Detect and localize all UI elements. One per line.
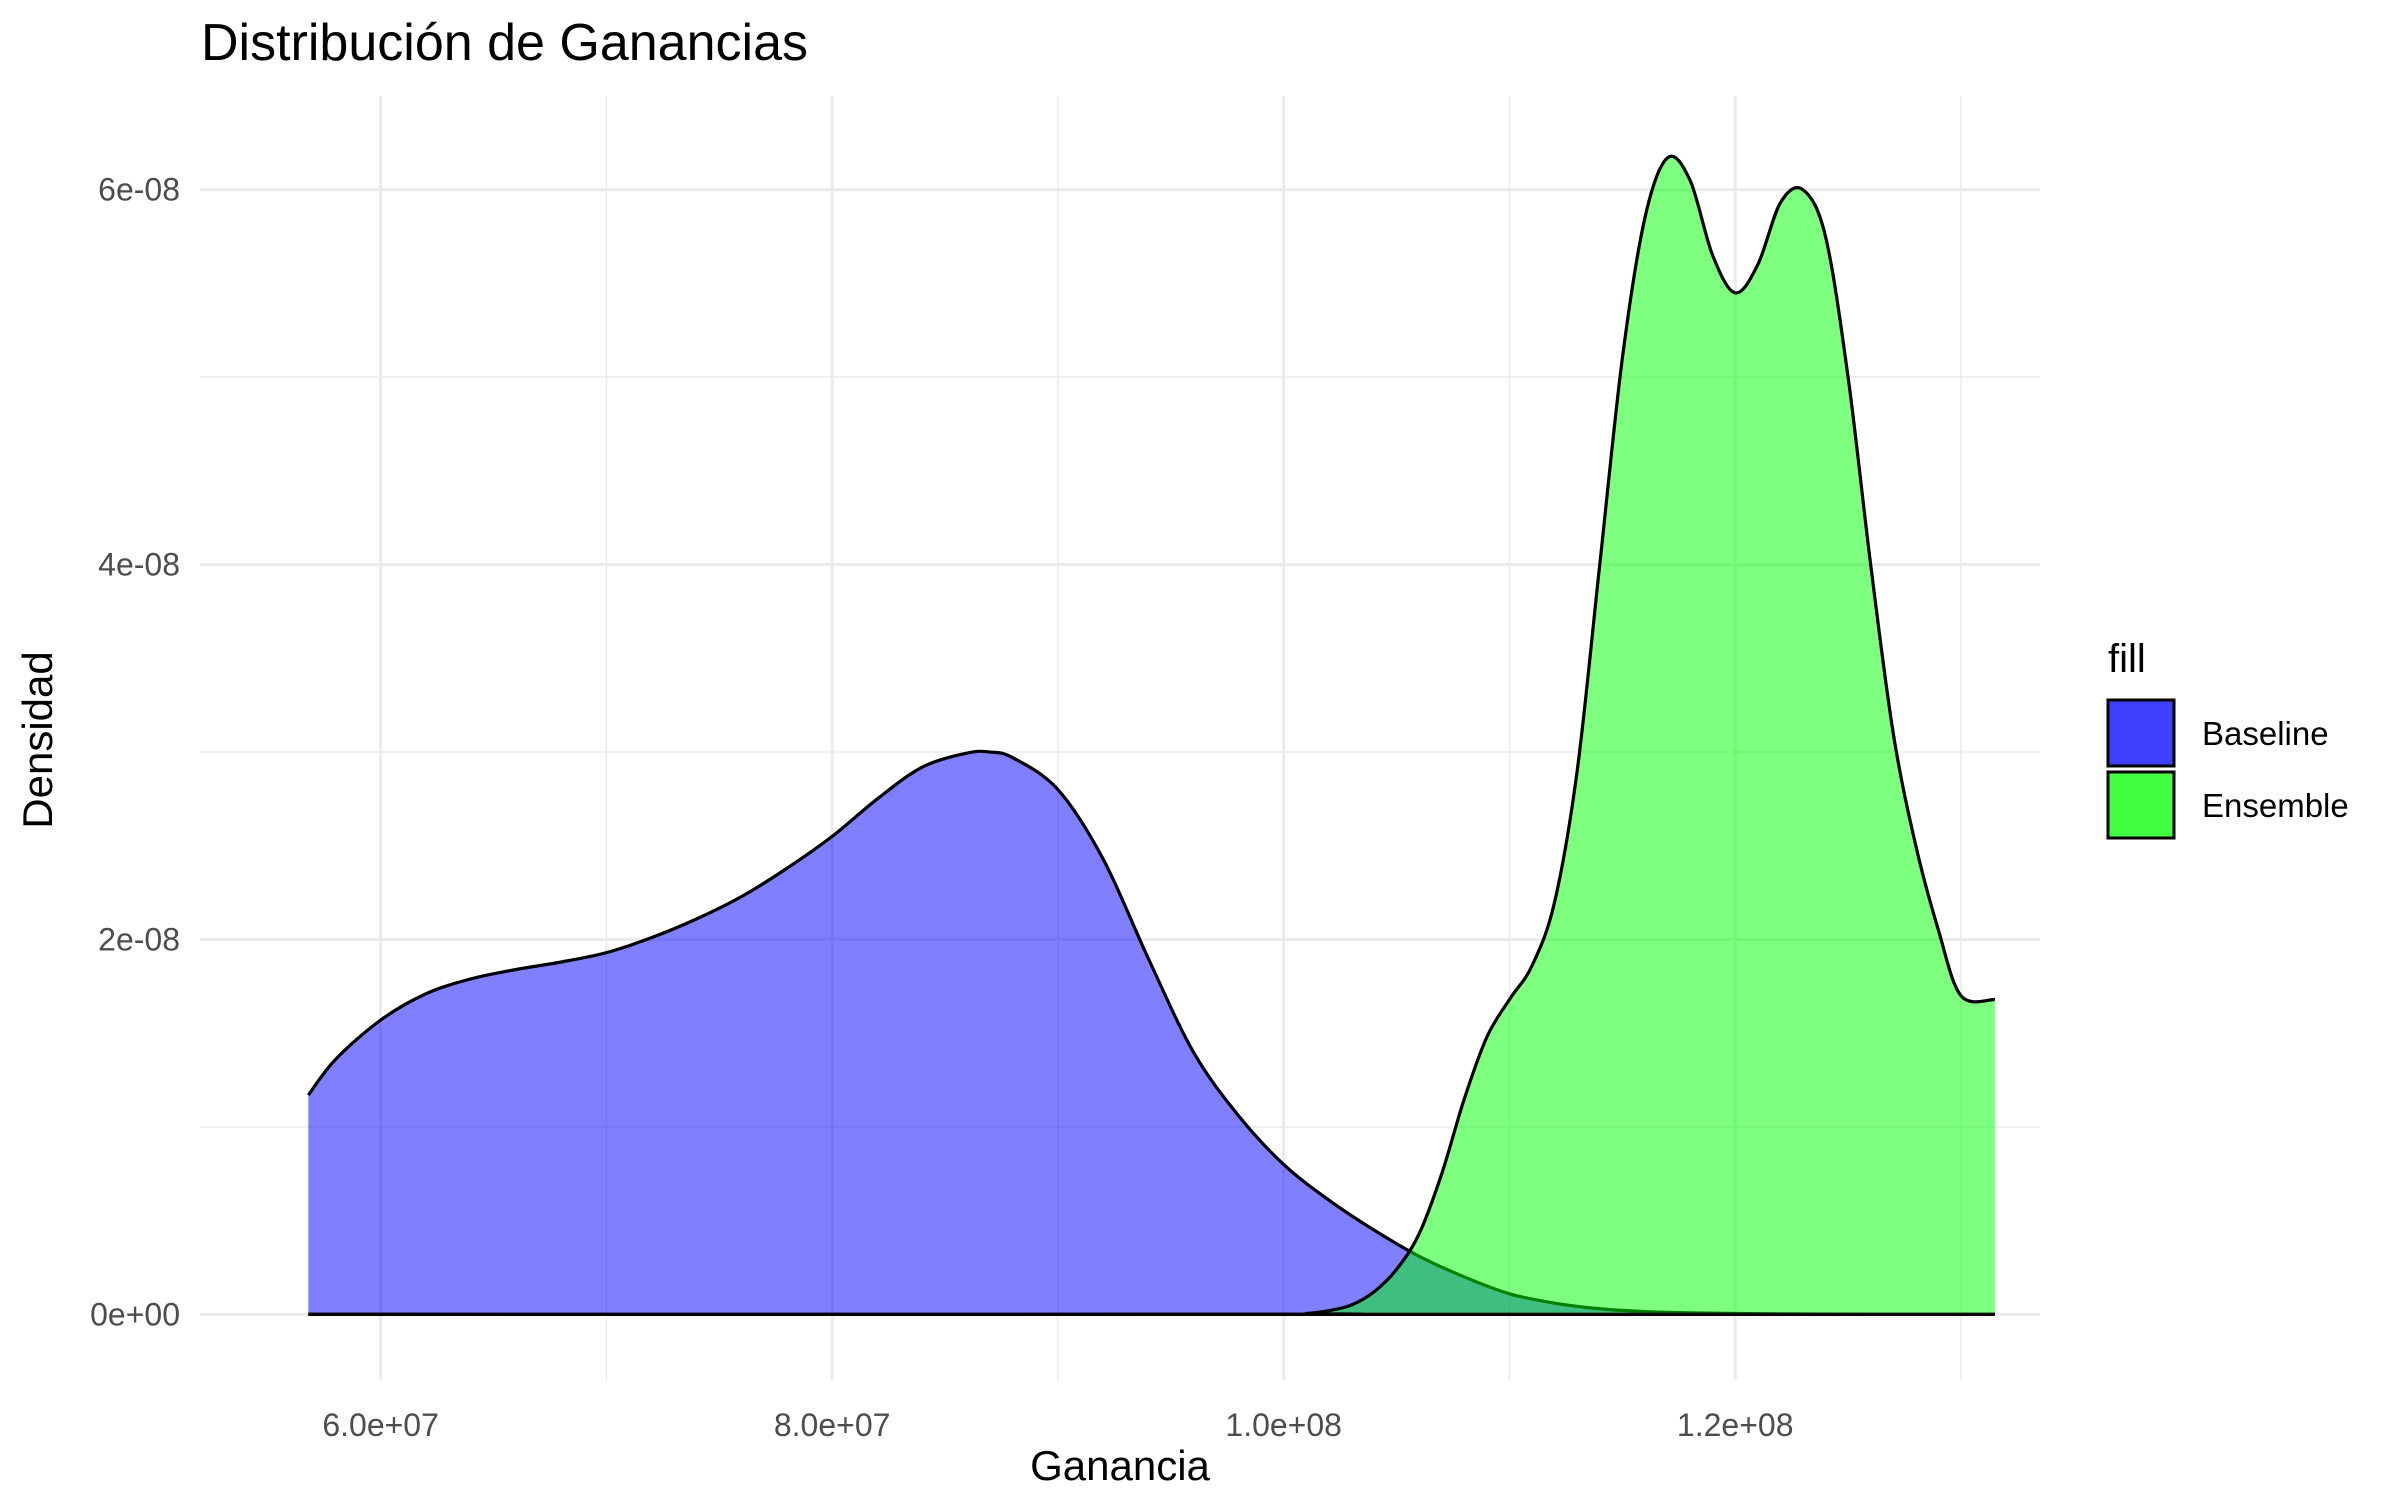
legend-swatch-ensemble [2106,770,2176,840]
legend-swatch-baseline [2106,698,2176,768]
y-tick-label: 0e+00 [90,1296,180,1332]
y-tick-label: 2e-08 [98,922,180,958]
x-tick-label: 1.0e+08 [1225,1407,1342,1443]
x-tick-label: 6.0e+07 [322,1407,439,1443]
axis-ticks: 6.0e+07 8.0e+07 1.0e+08 1.2e+08 0e+00 2e-08 4e… [90,172,1793,1443]
x-axis-title: Ganancia [1030,1442,1210,1489]
legend-title: fill [2108,637,2146,681]
legend-label-ensemble: Ensemble [2202,787,2349,824]
y-axis-title: Densidad [14,651,61,828]
density-outline-ensemble [308,154,1996,1317]
density-area-ensemble [308,156,1995,1315]
legend-label-baseline: Baseline [2202,715,2329,752]
y-tick-label: 4e-08 [98,547,180,583]
chart-title: Distribución de Ganancias [201,14,808,72]
x-tick-label: 1.2e+08 [1677,1407,1794,1443]
density-area-baseline [308,751,1995,1315]
y-tick-label: 6e-08 [98,172,180,208]
x-tick-label: 8.0e+07 [774,1407,891,1443]
legend: fill Baseline Ensemble [2106,637,2349,840]
density-areas [307,154,1996,1317]
